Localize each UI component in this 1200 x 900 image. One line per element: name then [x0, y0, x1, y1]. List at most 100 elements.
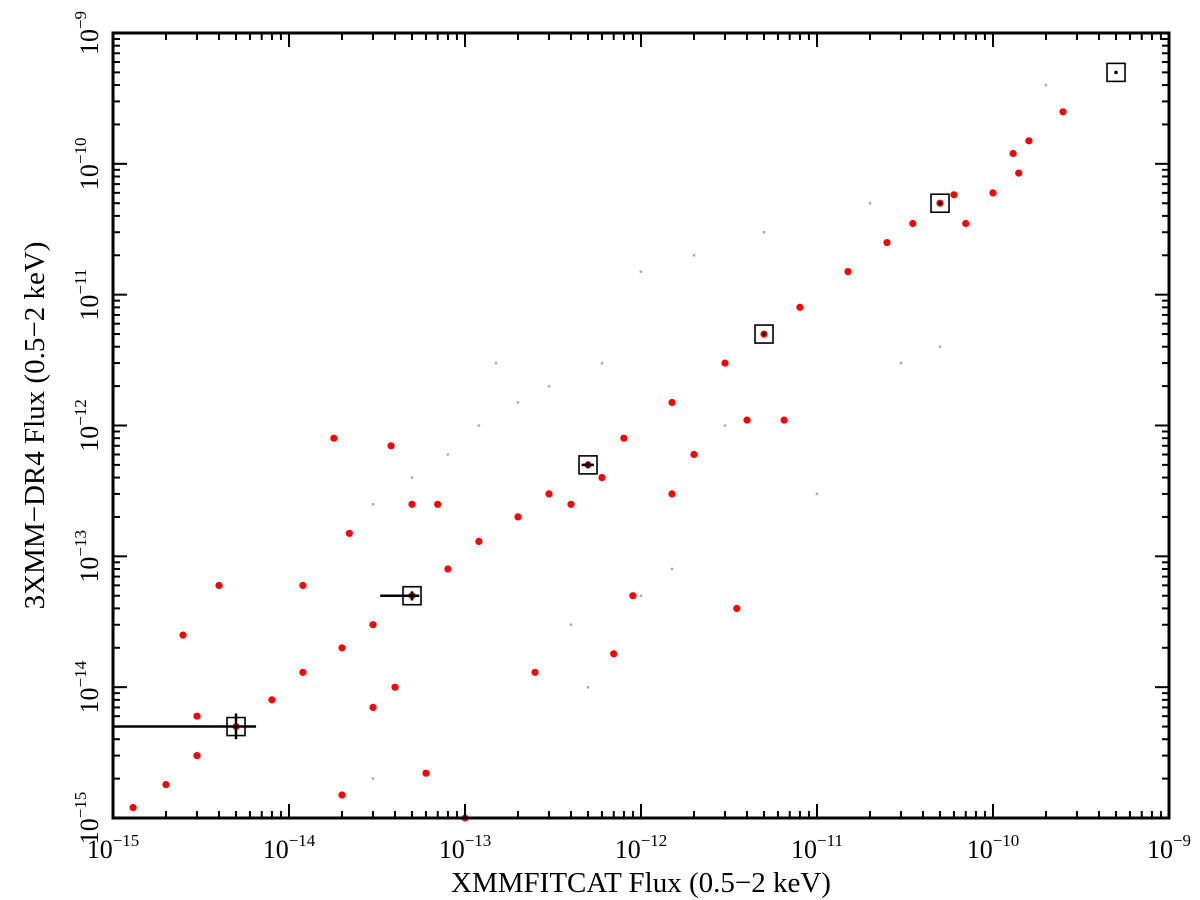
matched-point [733, 604, 741, 613]
reference-center-dot [938, 201, 942, 206]
matched-point [299, 668, 307, 676]
matched-point [883, 239, 891, 247]
matched-point [1009, 149, 1017, 158]
matched-point [690, 450, 698, 459]
reference-center-dot [234, 724, 238, 729]
matched-point [338, 644, 346, 652]
matched-point [1015, 169, 1023, 177]
matched-point [950, 191, 958, 199]
background-point [762, 230, 766, 234]
matched-point [193, 712, 201, 720]
matched-points-layer [129, 108, 1067, 822]
background-points-layer [371, 83, 1048, 780]
matched-point [909, 219, 917, 228]
background-point [494, 361, 498, 365]
reference-center-dot [410, 593, 414, 598]
tick-labels: 10−15 10−14 10−13 10−12 10−11 10−10 10−9 10−15 1… [71, 11, 1191, 864]
matched-point [989, 189, 997, 197]
y-axis-title: 3XMM−DR4 Flux (0.5−2 keV) [19, 242, 51, 610]
background-point [586, 685, 590, 689]
background-point [371, 502, 375, 506]
y-tick-label: 10−11 [71, 269, 104, 321]
background-point [639, 270, 643, 273]
x-tick-label: 10−12 [615, 831, 668, 864]
matched-point [422, 769, 430, 777]
matched-point [780, 416, 788, 424]
background-point [868, 201, 872, 205]
matched-point [598, 474, 606, 482]
reference-square [402, 585, 422, 606]
y-tick-label: 10−12 [71, 399, 104, 452]
matched-point [796, 303, 804, 311]
axis-ticks [112, 32, 1170, 819]
matched-point [129, 804, 137, 812]
reference-center-dot [1114, 70, 1118, 75]
background-point [516, 401, 520, 404]
background-point [569, 623, 573, 627]
x-tick-label: 10−10 [967, 831, 1020, 864]
matched-point [668, 398, 676, 407]
matched-point [387, 442, 395, 450]
reference-square [578, 455, 598, 475]
matched-point [721, 359, 729, 367]
matched-point [514, 513, 522, 521]
reference-square [930, 193, 950, 214]
matched-point [193, 752, 201, 760]
matched-point [391, 683, 399, 691]
background-point [899, 361, 903, 365]
matched-point [1025, 137, 1033, 145]
x-tick-label: 10−9 [1147, 831, 1191, 864]
matched-point [531, 668, 539, 676]
matched-point [475, 537, 483, 546]
background-point [723, 424, 727, 427]
matched-point [444, 565, 452, 573]
y-tick-label: 10−15 [71, 792, 104, 845]
matched-point [369, 703, 377, 712]
x-tick-label: 10−14 [263, 831, 316, 864]
reference-center-dot [762, 332, 766, 336]
matched-point [369, 621, 377, 629]
matched-point [434, 500, 442, 508]
background-point [446, 453, 450, 456]
matched-point [299, 581, 307, 590]
background-point [670, 567, 674, 571]
matched-point [668, 490, 676, 498]
background-point [639, 594, 643, 598]
matched-point [215, 581, 223, 590]
matched-point [162, 781, 170, 789]
matched-point [844, 268, 852, 276]
background-point [371, 777, 375, 780]
background-point [815, 492, 819, 496]
matched-point [408, 500, 416, 508]
matched-point [330, 434, 338, 442]
matched-point [629, 592, 637, 600]
matched-point [743, 416, 751, 424]
reference-center-dot [586, 463, 590, 467]
x-tick-label: 10−13 [439, 831, 492, 864]
background-point [477, 424, 481, 427]
background-point [1044, 83, 1048, 87]
matched-point [1059, 108, 1067, 116]
background-point [692, 253, 696, 257]
matched-point [338, 791, 346, 799]
background-point [410, 476, 414, 479]
y-tick-label: 10−10 [71, 138, 104, 191]
matched-point [567, 500, 575, 508]
matched-point [345, 529, 353, 537]
matched-point [268, 696, 276, 704]
y-tick-label: 10−14 [71, 660, 104, 713]
y-tick-label: 10−13 [71, 530, 104, 583]
reference-square [754, 324, 774, 344]
background-point [547, 384, 551, 388]
matched-point [610, 650, 618, 658]
background-point [938, 345, 942, 349]
background-point [600, 361, 604, 365]
matched-point [545, 490, 553, 498]
reference-points-layer [113, 62, 1126, 740]
reference-square [226, 716, 246, 737]
x-tick-label: 10−11 [791, 831, 843, 864]
x-tick-label: 10−15 [87, 831, 140, 864]
reference-square [1106, 62, 1126, 83]
matched-point [620, 434, 628, 442]
